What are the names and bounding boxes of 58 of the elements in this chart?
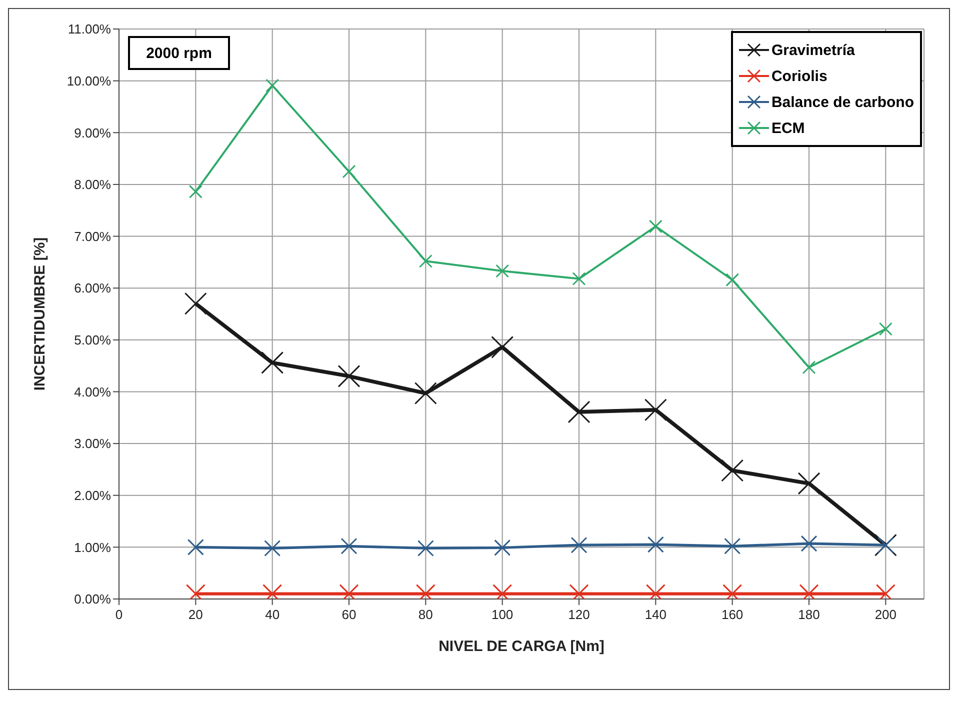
- legend-label: Coriolis: [771, 68, 828, 84]
- point: [184, 292, 207, 315]
- y-tick-label: 8.00%: [74, 177, 112, 192]
- point: [494, 539, 511, 556]
- x-tick-label: 80: [418, 607, 433, 622]
- y-tick-label: 5.00%: [74, 332, 112, 348]
- y-tick-label: 1.00%: [74, 540, 112, 555]
- point: [188, 184, 202, 198]
- annotation: 2000 rpm: [146, 45, 212, 62]
- y-axis-title: INCERTIDUMBRE [%]: [31, 237, 48, 391]
- point: [264, 540, 281, 556]
- x-tick-label: 120: [568, 607, 590, 622]
- y-tick-label: 10.00%: [66, 73, 112, 88]
- y-tick-label: 11.00%: [68, 22, 112, 37]
- y-tick-label: 7.00%: [74, 228, 112, 244]
- x-tick-label: 20: [188, 607, 203, 622]
- point: [800, 535, 818, 552]
- legend-label: Gravimetría: [771, 42, 855, 58]
- point: [726, 273, 740, 287]
- point: [798, 472, 820, 495]
- x-tick-label: 60: [342, 607, 356, 622]
- x-tick-label: 140: [644, 607, 667, 622]
- legend-label: ECM: [771, 120, 805, 136]
- y-tick-label: 4.00%: [74, 384, 112, 400]
- point: [802, 360, 816, 374]
- point: [647, 536, 664, 553]
- point: [187, 538, 204, 556]
- point: [342, 164, 356, 178]
- x-axis-title: NIVEL DE CARGA [Nm]: [438, 638, 604, 655]
- point: [491, 336, 514, 358]
- point: [568, 400, 590, 424]
- legend-label: Balance de carbono: [771, 94, 914, 110]
- x-tick-label: 200: [874, 607, 897, 622]
- x-tick-label: 160: [721, 607, 744, 622]
- point: [644, 398, 667, 422]
- point: [414, 382, 437, 405]
- y-tick-label: 3.00%: [74, 436, 112, 452]
- point: [340, 538, 358, 554]
- point: [266, 78, 280, 92]
- point: [878, 322, 892, 336]
- y-tick-label: 0.00%: [74, 592, 112, 607]
- point: [417, 540, 434, 556]
- point: [572, 272, 586, 286]
- x-tick-label: 100: [491, 607, 514, 622]
- point: [418, 254, 432, 268]
- y-tick-label: 2.00%: [74, 488, 112, 503]
- x-tick-label: 0: [115, 607, 123, 622]
- point: [496, 264, 510, 278]
- y-tick-label: 9.00%: [74, 125, 112, 140]
- y-tick-label: 6.00%: [74, 280, 112, 296]
- point: [648, 220, 662, 234]
- point: [724, 538, 741, 554]
- point: [261, 351, 284, 374]
- point: [721, 459, 744, 482]
- point: [338, 364, 360, 388]
- x-tick-label: 180: [798, 607, 820, 622]
- x-tick-label: 40: [265, 607, 280, 622]
- point: [570, 536, 588, 554]
